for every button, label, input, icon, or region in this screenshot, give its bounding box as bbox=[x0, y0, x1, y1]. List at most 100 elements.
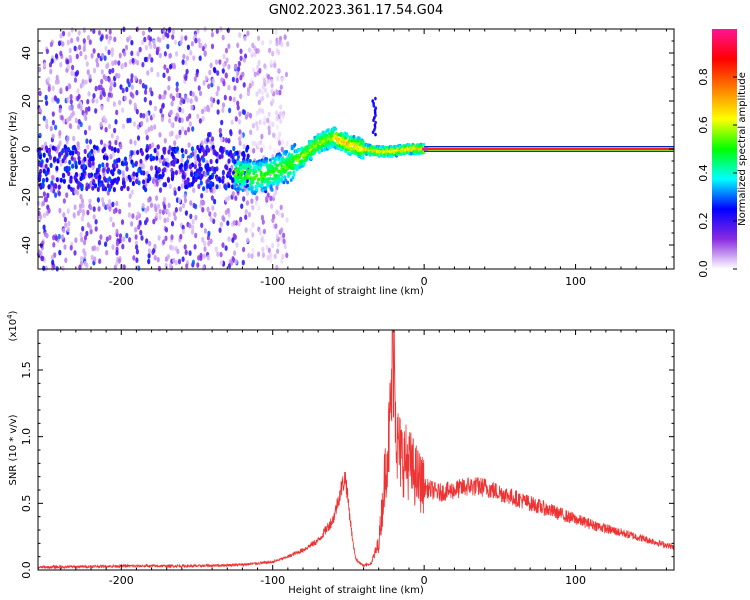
spectrogram-noise-cell bbox=[183, 244, 187, 250]
spectrogram-signal-cell bbox=[280, 164, 284, 168]
y-tick-label: -20 bbox=[20, 188, 33, 206]
spectrogram-signal-cell bbox=[268, 180, 272, 185]
spectrogram-noise-cell bbox=[237, 119, 241, 125]
spectrogram-band-cell bbox=[115, 163, 119, 169]
spectrogram-noise-cell bbox=[59, 61, 63, 68]
spectrogram-noise-cell bbox=[130, 50, 134, 57]
spectrogram-noise-cell bbox=[192, 55, 196, 61]
spectrogram-noise-cell bbox=[271, 50, 275, 57]
spectrogram-noise-cell bbox=[212, 218, 216, 225]
spectrogram-band-cell bbox=[195, 172, 199, 178]
x-tick-label: 100 bbox=[565, 574, 586, 587]
spectrogram-noise-cell bbox=[86, 144, 90, 150]
spectrogram-noise-cell bbox=[267, 125, 271, 131]
spectrogram-noise-cell bbox=[141, 82, 145, 89]
spectrogram-band-cell bbox=[171, 170, 175, 176]
snr-series-line bbox=[37, 329, 675, 570]
spectrogram-noise-cell bbox=[175, 134, 179, 140]
spectrogram-band-cell bbox=[91, 160, 95, 166]
spectrogram-noise-cell bbox=[60, 115, 64, 121]
spectrogram-noise-cell bbox=[281, 253, 285, 260]
spectrogram-signal-cell bbox=[241, 170, 245, 174]
spectrogram-noise-cell bbox=[270, 78, 274, 85]
spectrogram-noise-cell bbox=[87, 106, 91, 112]
spectrogram-noise-cell bbox=[92, 214, 96, 220]
spectrogram-noise-cell bbox=[147, 248, 151, 254]
spectrogram-noise-cell bbox=[42, 265, 46, 272]
spectrogram-signal-cell bbox=[285, 149, 289, 154]
spectrogram-noise-cell bbox=[82, 27, 86, 33]
carrier-start bbox=[422, 147, 429, 151]
spectrogram-band-cell bbox=[74, 149, 78, 155]
spectrogram-noise-cell bbox=[138, 46, 142, 53]
spectrogram-noise-cell bbox=[57, 40, 62, 47]
spectrogram-noise-cell bbox=[124, 44, 129, 51]
spectrogram-noise-cell bbox=[59, 87, 63, 93]
spectrogram-noise-cell bbox=[261, 95, 265, 102]
spectrogram-noise-cell bbox=[85, 61, 89, 67]
spectrogram-noise-cell bbox=[172, 211, 176, 217]
spectrogram-band-cell bbox=[101, 162, 105, 168]
spectrogram-band-cell bbox=[153, 147, 157, 154]
spectrogram-noise-cell bbox=[64, 222, 68, 228]
spectrogram-noise-cell bbox=[134, 226, 138, 233]
spectrogram-noise-cell bbox=[261, 108, 265, 115]
spectrogram-noise-cell bbox=[148, 53, 152, 60]
spectrogram-noise-cell bbox=[108, 29, 112, 35]
spectrogram-noise-cell bbox=[265, 195, 269, 202]
spectrogram-noise-cell bbox=[168, 26, 172, 33]
spectrogram-band-cell bbox=[108, 176, 112, 182]
spectrogram-band-cell bbox=[146, 178, 150, 184]
spectrogram-band-cell bbox=[193, 164, 197, 170]
spectrogram-noise-cell bbox=[71, 64, 75, 71]
spectrogram-band-cell bbox=[194, 176, 198, 183]
spectrogram-signal-cell bbox=[248, 159, 252, 163]
spectrogram-noise-cell bbox=[50, 174, 55, 181]
spectrogram-noise-cell bbox=[267, 129, 271, 136]
spectrogram-noise-cell bbox=[153, 243, 157, 250]
spectrogram-noise-cell bbox=[83, 112, 87, 119]
spectrogram-noise-cell bbox=[125, 166, 129, 172]
spectrogram-noise-cell bbox=[113, 36, 117, 43]
spectrogram-band-cell bbox=[160, 154, 164, 160]
spectrogram-noise-cell bbox=[192, 187, 196, 194]
spectrogram-band-cell bbox=[197, 157, 201, 163]
spectrogram-band-cell bbox=[178, 164, 182, 170]
spectrogram-noise-cell bbox=[212, 187, 216, 194]
spectrogram-noise-cell bbox=[284, 71, 289, 78]
spectrogram-y-ticks: -40 -20 0 20 40 bbox=[20, 28, 674, 270]
spectrogram-noise-cell bbox=[207, 106, 211, 113]
spectrogram-band-cell bbox=[235, 150, 239, 156]
spectrogram-band-cell bbox=[220, 146, 224, 152]
spectrogram-band-cell bbox=[126, 186, 130, 192]
spectrogram-noise-cell bbox=[152, 113, 156, 119]
spectrogram-signal-cell bbox=[326, 128, 330, 132]
spectrogram-noise-cell bbox=[271, 121, 275, 128]
spectrogram-noise-cell bbox=[132, 149, 136, 156]
spectrogram-signal-cell bbox=[247, 174, 250, 178]
spectrogram-band-cell bbox=[55, 177, 59, 183]
spectrogram-noise-cell bbox=[274, 29, 278, 36]
spectrogram-noise-cell bbox=[118, 233, 123, 239]
spectrogram-signal-cell bbox=[251, 179, 255, 183]
spectrogram-noise-cell bbox=[78, 203, 83, 209]
figure-title: GN02.2023.361.17.54.G04 bbox=[269, 3, 444, 18]
spectrogram-noise-cell bbox=[227, 64, 231, 70]
colorbar-tick-label: 0.6 bbox=[697, 116, 710, 134]
spectrogram-noise-cell bbox=[274, 110, 279, 116]
spectrogram-noise-cell bbox=[231, 255, 235, 262]
spectrogram-noise-cell bbox=[236, 100, 240, 107]
spectrogram-noise-cell bbox=[209, 216, 213, 222]
spectrogram-noise-cell bbox=[220, 119, 224, 126]
spectrogram-noise-cell bbox=[188, 250, 192, 256]
spectrogram-noise-cell bbox=[208, 69, 212, 76]
spectrogram-noise-cell bbox=[234, 116, 238, 122]
spectrogram-band-cell bbox=[69, 178, 73, 184]
spectrogram-band-cell bbox=[230, 184, 235, 190]
spectrogram-signal-cell bbox=[339, 131, 343, 136]
spectrogram-noise-cell bbox=[235, 242, 239, 248]
spectrogram-noise-cell bbox=[68, 57, 73, 64]
spectrogram-noise-cell bbox=[246, 86, 251, 93]
spectrogram-noise-cell bbox=[251, 122, 255, 129]
spectrogram-noise-cell bbox=[239, 216, 243, 223]
